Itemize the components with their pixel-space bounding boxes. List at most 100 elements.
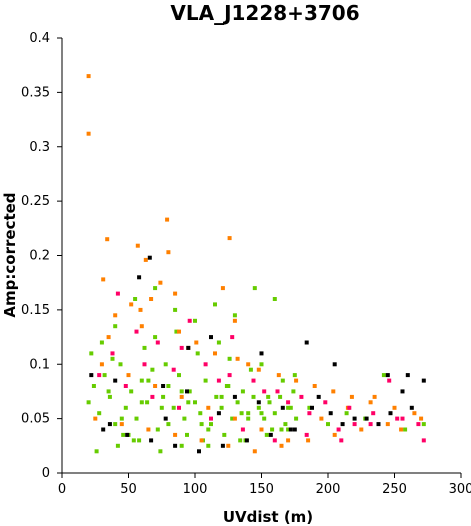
data-point: [174, 329, 179, 334]
data-point: [331, 389, 336, 394]
data-point: [395, 416, 400, 421]
data-point: [368, 422, 373, 427]
data-point: [182, 416, 187, 421]
data-point: [240, 389, 245, 394]
data-point: [119, 416, 124, 421]
data-point: [206, 427, 211, 432]
data-point: [146, 378, 151, 383]
data-point: [385, 373, 390, 378]
y-tick-label: 0.05: [21, 412, 50, 427]
data-point: [119, 422, 124, 427]
data-point: [286, 405, 291, 410]
data-point: [113, 313, 118, 318]
data-point: [107, 422, 112, 427]
data-point: [163, 362, 168, 367]
data-point: [251, 394, 256, 399]
data-point: [153, 384, 158, 388]
data-point: [101, 427, 106, 432]
data-point: [304, 340, 309, 345]
data-point: [195, 351, 200, 356]
data-point: [286, 400, 291, 405]
data-point: [299, 394, 304, 399]
data-point: [405, 373, 410, 378]
y-tick-label: 0.3: [29, 140, 50, 155]
data-point: [193, 318, 197, 323]
data-point: [89, 351, 94, 356]
data-point: [206, 405, 211, 410]
data-point: [173, 291, 178, 296]
data-point: [113, 422, 118, 427]
x-tick-label: 300: [449, 482, 471, 497]
data-point: [209, 335, 213, 340]
data-point: [399, 427, 404, 432]
data-point: [216, 378, 221, 383]
data-point: [159, 405, 164, 410]
data-point: [186, 400, 191, 405]
data-point: [246, 416, 251, 421]
data-point: [232, 416, 237, 421]
y-tick-label: 0.15: [21, 303, 50, 318]
data-point: [99, 340, 104, 345]
data-point: [213, 302, 217, 307]
data-point: [171, 367, 176, 372]
data-point: [246, 411, 251, 416]
data-point: [194, 340, 199, 345]
data-point: [185, 432, 189, 437]
x-tick-label: 150: [249, 482, 274, 497]
data-point: [267, 400, 272, 405]
data-point: [230, 416, 235, 421]
data-point: [388, 411, 393, 416]
data-point: [163, 416, 168, 421]
x-tick-label: 100: [183, 482, 208, 497]
data-point: [270, 427, 275, 432]
data-point: [292, 373, 297, 378]
data-point: [213, 351, 217, 356]
data-point: [227, 236, 232, 241]
data-point: [259, 411, 264, 416]
y-tick-label: 0.2: [29, 249, 50, 264]
y-axis-label: Amp:corrected: [1, 192, 19, 317]
data-point: [99, 362, 104, 367]
data-point: [400, 389, 405, 394]
data-point: [115, 291, 120, 296]
data-point: [185, 389, 189, 394]
data-point: [256, 405, 261, 410]
data-point: [110, 356, 115, 361]
data-point: [150, 394, 155, 399]
data-point: [272, 438, 277, 443]
data-point: [232, 394, 237, 399]
data-point: [149, 297, 154, 301]
data-point: [102, 373, 107, 378]
data-point: [256, 367, 261, 372]
axes: 0 50 100 150 200 250 300 0 0.05 0.1 0.15 0.2 0.25 0.3…: [21, 31, 471, 497]
data-point: [197, 449, 201, 454]
data-point: [385, 422, 390, 427]
data-point: [173, 307, 178, 312]
data-point: [166, 384, 171, 388]
data-point: [272, 411, 277, 416]
data-point: [264, 432, 269, 437]
data-point: [286, 438, 291, 443]
data-point: [219, 405, 224, 410]
data-point: [94, 449, 99, 454]
data-point: [187, 389, 192, 394]
data-point: [106, 335, 111, 340]
data-point: [161, 394, 166, 399]
data-point: [364, 416, 369, 421]
data-point: [294, 416, 299, 421]
data-point: [97, 373, 102, 378]
data-point: [179, 443, 184, 448]
data-point: [139, 400, 144, 405]
data-point: [145, 400, 150, 405]
data-point: [199, 422, 204, 427]
data-point: [347, 405, 352, 410]
data-point: [280, 405, 285, 410]
data-points: [86, 74, 426, 454]
data-point: [107, 394, 112, 399]
data-point: [139, 324, 144, 329]
y-tick-label: 0.35: [21, 85, 50, 100]
y-tick-label: 0.1: [29, 357, 50, 372]
data-point: [214, 394, 219, 399]
data-point: [129, 302, 134, 307]
